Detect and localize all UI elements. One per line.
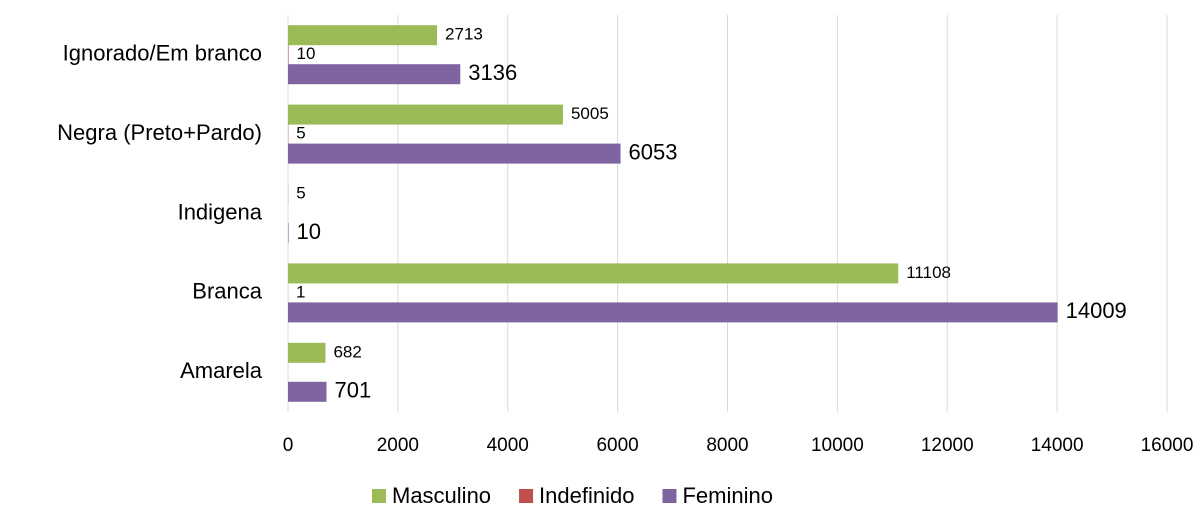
category-label: Negra (Preto+Pardo)	[57, 120, 262, 145]
bar	[288, 143, 621, 164]
legend-swatch	[519, 489, 534, 503]
x-tick-label: 14000	[1031, 435, 1084, 456]
x-tick-label: 10000	[811, 435, 864, 456]
bar	[288, 342, 326, 363]
data-label: 701	[335, 378, 372, 403]
data-label: 5	[296, 183, 305, 202]
data-label: 2713	[445, 25, 483, 44]
x-tick-label: 0	[283, 435, 294, 456]
category-label: Ignorado/Em branco	[63, 41, 262, 66]
x-tick-label: 16000	[1141, 435, 1194, 456]
bar	[288, 25, 438, 46]
legend-label: Indefinido	[539, 483, 634, 508]
bar	[288, 64, 461, 85]
x-tick-label: 8000	[706, 435, 748, 456]
x-tick-label: 6000	[596, 435, 638, 456]
data-label: 14009	[1066, 298, 1127, 323]
bar	[288, 44, 289, 65]
data-label: 11108	[906, 263, 951, 282]
x-tick-label: 4000	[487, 435, 529, 456]
x-tick-label: 2000	[377, 435, 419, 456]
bar	[288, 302, 1058, 323]
data-label: 10	[297, 44, 316, 63]
data-label: 10	[297, 219, 321, 244]
bar	[288, 381, 327, 402]
data-label: 1	[296, 282, 305, 301]
data-label: 5005	[571, 104, 609, 123]
bar	[288, 223, 289, 243]
category-label: Branca	[192, 279, 262, 304]
category-label: Amarela	[180, 358, 263, 383]
x-tick-label: 12000	[921, 435, 974, 456]
data-label: 5	[296, 124, 305, 143]
legend-swatch	[662, 489, 677, 503]
data-label: 3136	[468, 60, 517, 85]
legend-label: Masculino	[392, 483, 491, 508]
bar	[288, 104, 563, 125]
data-label: 6053	[629, 139, 678, 164]
data-label: 682	[333, 342, 361, 361]
legend-swatch	[372, 489, 386, 503]
legend-label: Feminino	[682, 483, 772, 508]
category-label: Indigena	[178, 199, 263, 224]
bar	[288, 263, 899, 284]
